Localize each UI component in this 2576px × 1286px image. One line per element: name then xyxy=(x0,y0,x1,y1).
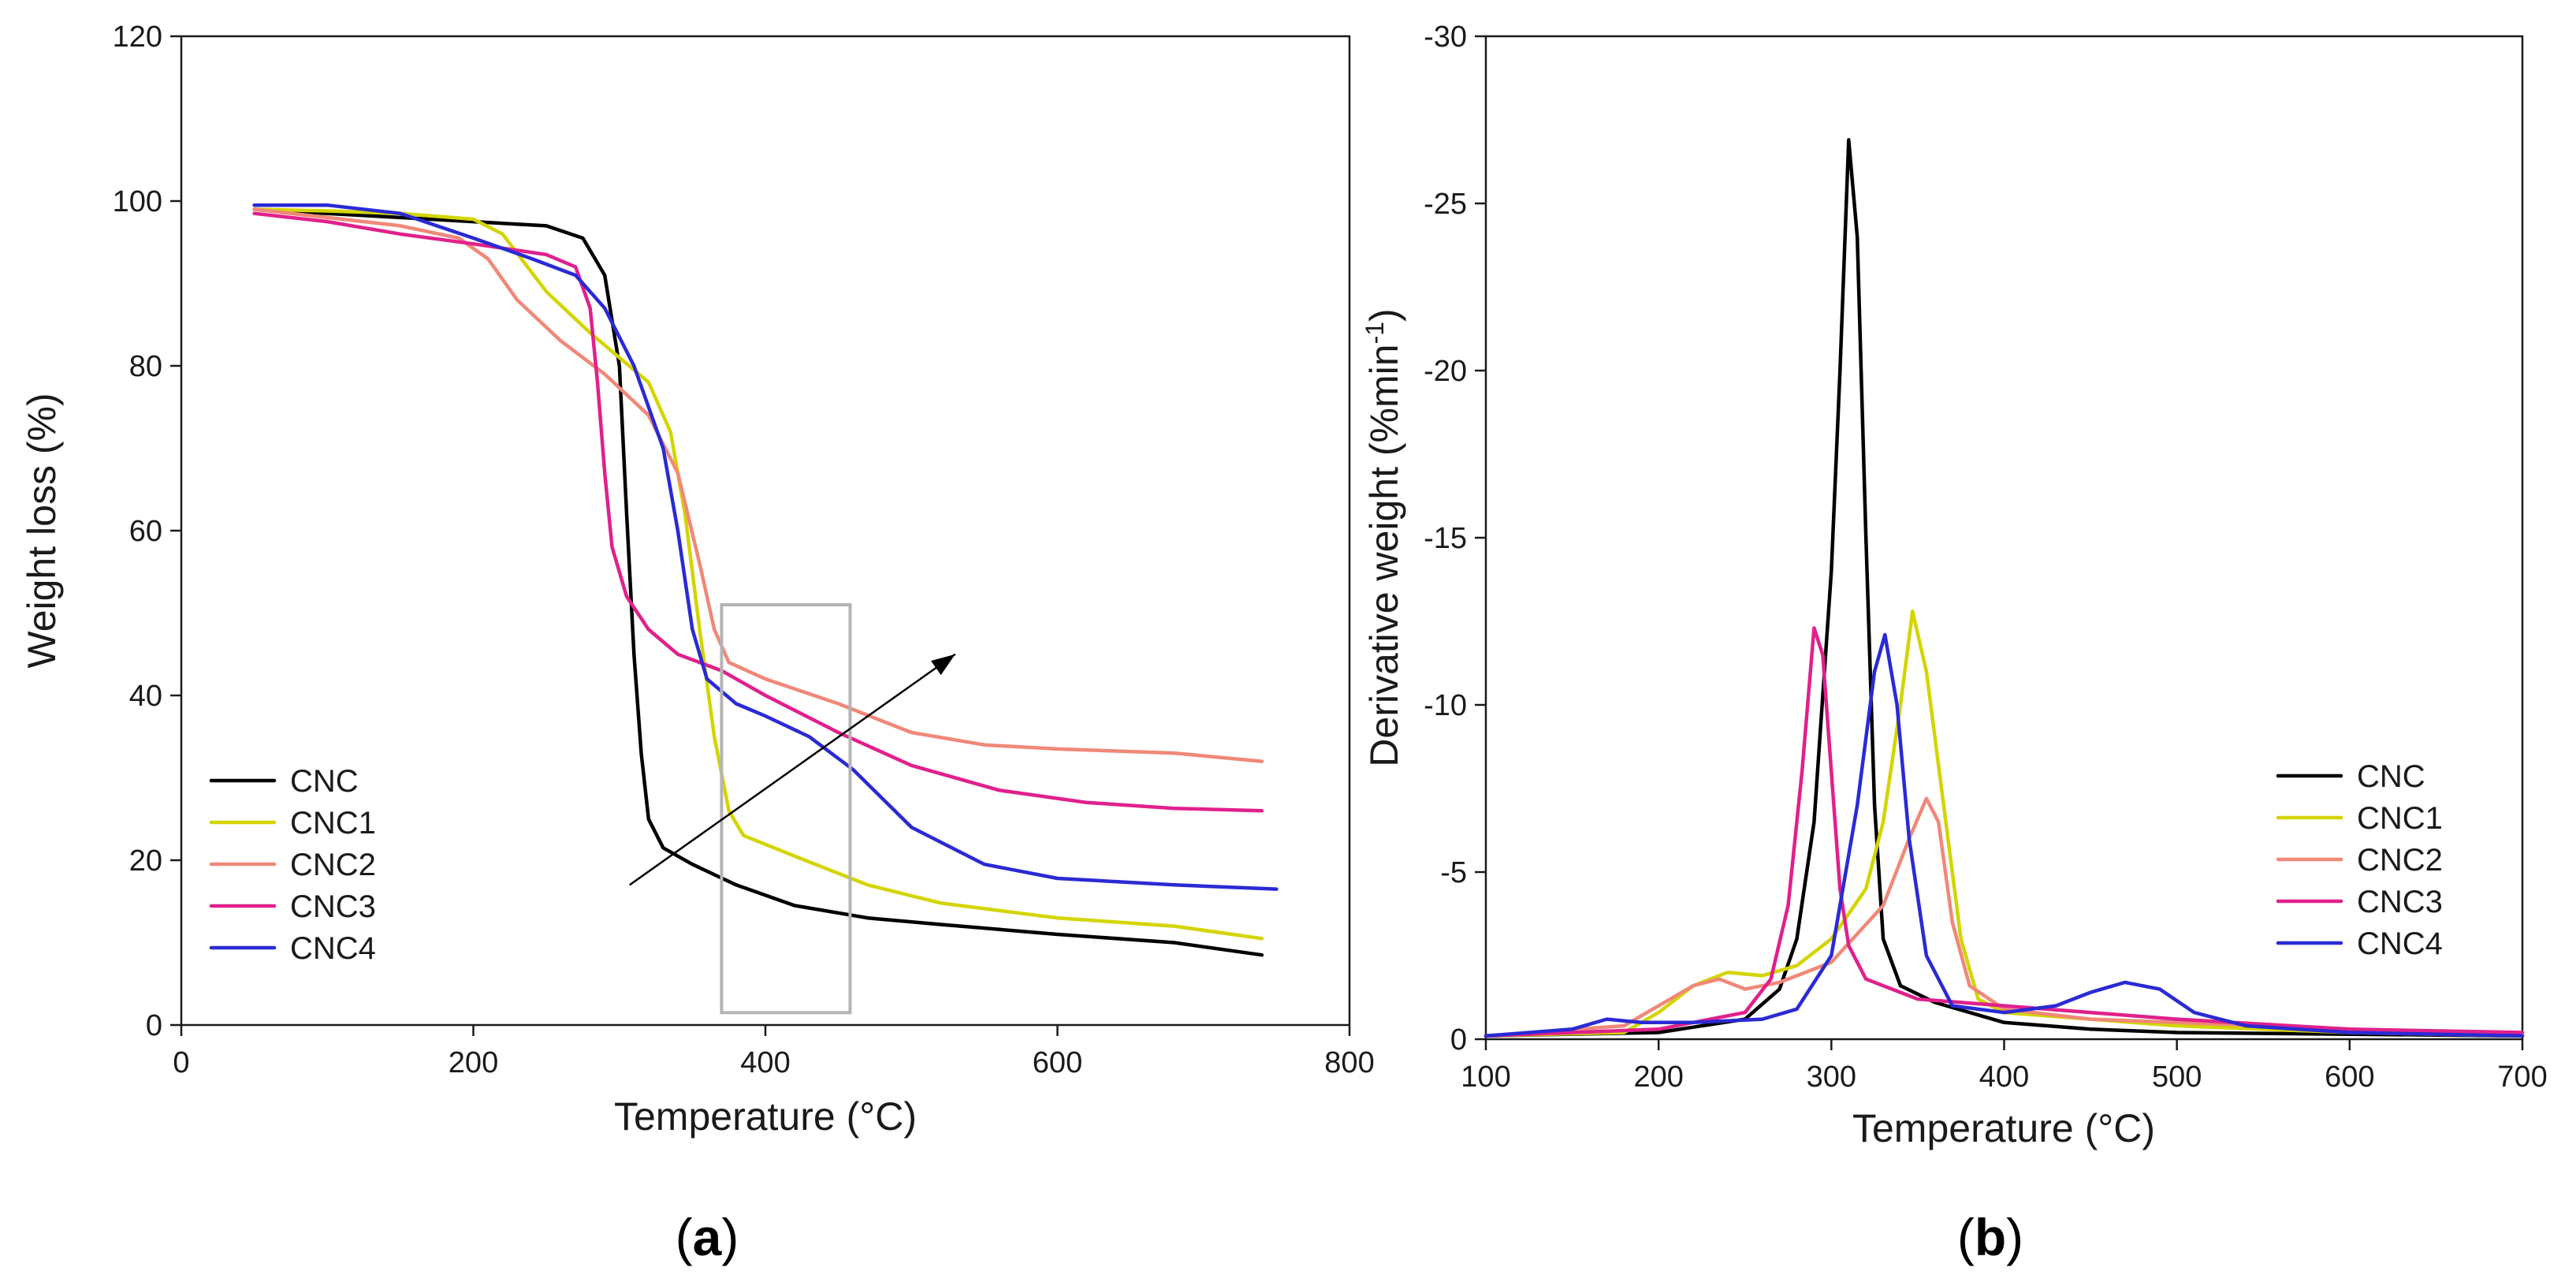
panel-a-legend-label-cnc2: CNC2 xyxy=(290,848,376,882)
panel-b-y-axis-title-main: Derivative weight (%min xyxy=(1362,344,1406,766)
panel-a-y-tick-label: 40 xyxy=(129,680,162,713)
panel-a-legend-label-cnc: CNC xyxy=(290,764,359,799)
panel-a-y-tick-label: 20 xyxy=(129,844,162,878)
panel-a-x-tick-label: 200 xyxy=(449,1046,498,1079)
panel-a-weight-loss-chart: 0 200 400 600 800 0 20 40 60 80 100 120 CNC CNC1 CNC2… xyxy=(20,21,1375,1266)
panel-b-letter: b xyxy=(1975,1208,2006,1266)
panel-a-highlight-box xyxy=(720,603,852,1015)
panel-a-series xyxy=(252,203,1279,957)
panel-b-x-tick-label: 600 xyxy=(2325,1060,2374,1094)
panel-b-x-tick-label: 100 xyxy=(1461,1060,1510,1094)
panel-b-y-tick-label: -30 xyxy=(1424,21,1467,54)
panel-a-y-tick-label: 80 xyxy=(129,350,162,383)
panel-b-series xyxy=(1483,138,2525,1038)
panel-b-y-axis-title-superscript: -1 xyxy=(1361,322,1389,344)
panel-b-legend-label-cnc4: CNC4 xyxy=(2357,926,2443,961)
panel-b-y-tick-label: -25 xyxy=(1424,188,1467,221)
panel-b-x-tick-label: 300 xyxy=(1807,1060,1856,1094)
panel-a-y-tick-label: 100 xyxy=(113,185,162,218)
panel-a-ticks: 0 200 400 600 800 0 20 40 60 80 100 120 xyxy=(113,21,1375,1079)
panel-a-x-tick-label: 800 xyxy=(1324,1046,1374,1079)
panel-a-label: (a) xyxy=(676,1208,739,1266)
panel-b-legend: CNC CNC1 CNC2 CNC3 CNC4 xyxy=(2276,759,2443,961)
panel-a-y-tick-label: 120 xyxy=(113,21,162,54)
panel-b-label: (b) xyxy=(1957,1208,2023,1266)
panel-a-x-tick-label: 0 xyxy=(173,1046,189,1079)
panel-b-x-tick-label: 500 xyxy=(2152,1060,2202,1094)
panel-b-y-tick-label: 0 xyxy=(1450,1023,1467,1057)
panel-a-trend-arrow-shaft xyxy=(628,653,956,886)
panel-a-x-tick-label: 400 xyxy=(740,1046,790,1079)
panel-a-annotations xyxy=(628,603,956,1015)
panel-b-x-tick-label: 200 xyxy=(1633,1060,1683,1094)
panel-b-x-tick-label: 700 xyxy=(2497,1060,2547,1094)
panel-b-x-axis-title: Temperature (°C) xyxy=(1852,1106,2155,1150)
panel-a-letter: a xyxy=(693,1208,723,1266)
panel-a-x-axis-title: Temperature (°C) xyxy=(614,1094,917,1139)
panel-b-y-tick-label: -20 xyxy=(1424,355,1467,388)
panel-a-y-tick-label: 0 xyxy=(146,1009,162,1042)
panel-a-legend: CNC CNC1 CNC2 CNC3 CNC4 xyxy=(209,764,376,966)
panel-a-legend-label-cnc1: CNC1 xyxy=(290,806,376,841)
panel-b-legend-label-cnc3: CNC3 xyxy=(2357,885,2443,919)
panel-b-y-axis-title: Derivative weight (%min-1) xyxy=(1361,308,1406,766)
panel-b-series-cnc-line xyxy=(1483,138,2525,1038)
panel-b-series-cnc3-line xyxy=(1483,626,2525,1038)
panel-b-y-axis-title-close: ) xyxy=(1362,308,1406,322)
panel-a-legend-label-cnc4: CNC4 xyxy=(290,931,376,966)
panel-b-legend-label-cnc: CNC xyxy=(2357,759,2425,794)
panel-a-y-axis-title: Weight loss (%) xyxy=(20,393,64,668)
panel-b-derivative-weight-chart: 100 200 300 400 500 600 7000-5-10-15-20-25-30 … xyxy=(1361,21,2548,1266)
panel-b-legend-label-cnc2: CNC2 xyxy=(2357,843,2443,878)
panel-b-y-tick-label: -5 xyxy=(1440,856,1467,889)
panel-b-y-tick-label: -15 xyxy=(1424,522,1467,555)
panel-a-series-cnc-line xyxy=(252,207,1264,957)
panel-a-series-cnc4-line xyxy=(252,203,1279,891)
panel-a-y-tick-label: 60 xyxy=(129,515,162,548)
panel-b-ticks: 100 200 300 400 500 600 700 0 -5 -10 -15 -20 -25 -30 xyxy=(1424,21,2548,1094)
panel-a-legend-label-cnc3: CNC3 xyxy=(290,889,376,924)
panel-a-trend-arrow-head xyxy=(930,654,955,676)
panel-a-series-cnc1-line xyxy=(252,207,1264,941)
panel-b-y-tick-label: -10 xyxy=(1424,689,1467,722)
panel-b-series-cnc4-line xyxy=(1483,632,2525,1038)
panel-a-x-tick-label: 600 xyxy=(1033,1046,1082,1079)
panel-b-x-tick-label: 400 xyxy=(1979,1060,2029,1094)
panel-b-legend-label-cnc1: CNC1 xyxy=(2357,801,2443,836)
